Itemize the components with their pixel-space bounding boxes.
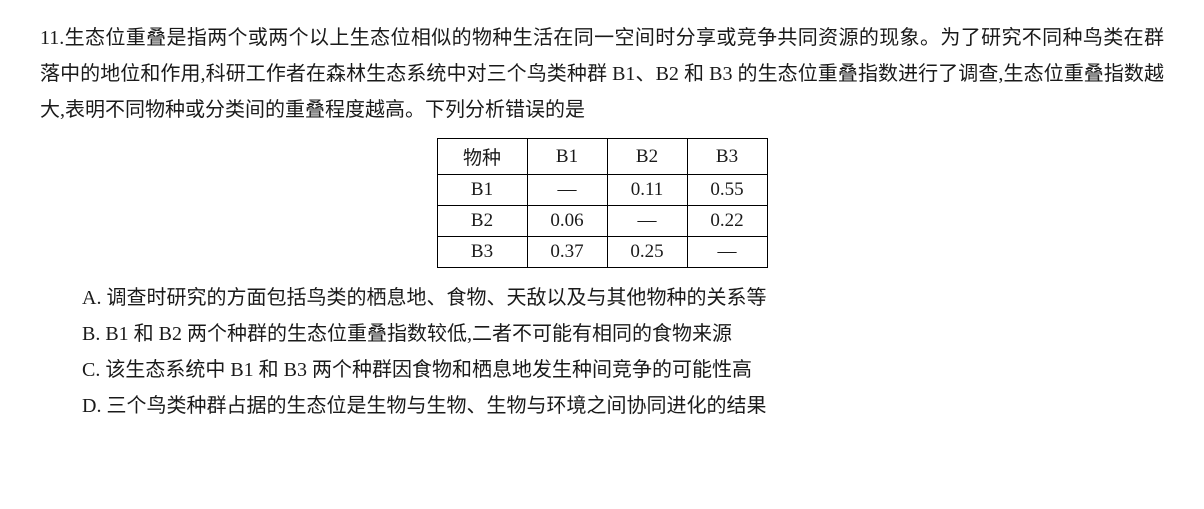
table-cell: 0.22 xyxy=(687,206,767,237)
table-cell: 0.11 xyxy=(607,175,687,206)
table-row: B3 0.37 0.25 — xyxy=(437,237,767,268)
table-header-b2: B2 xyxy=(607,139,687,175)
table-header-b3: B3 xyxy=(687,139,767,175)
question-stem-text: 生态位重叠是指两个或两个以上生态位相似的物种生活在同一空间时分享或竞争共同资源的… xyxy=(40,27,1164,121)
table-cell: — xyxy=(687,237,767,268)
table-cell: — xyxy=(527,175,607,206)
question-container: 11.生态位重叠是指两个或两个以上生态位相似的物种生活在同一空间时分享或竞争共同… xyxy=(40,20,1164,424)
table-cell: 0.06 xyxy=(527,206,607,237)
table-row: B1 — 0.11 0.55 xyxy=(437,175,767,206)
table-cell: 0.25 xyxy=(607,237,687,268)
table-cell-row2-label: B2 xyxy=(437,206,527,237)
option-d: D. 三个鸟类种群占据的生态位是生物与生物、生物与环境之间协同进化的结果 xyxy=(82,388,1164,424)
table-cell-row3-label: B3 xyxy=(437,237,527,268)
table-row: B2 0.06 — 0.22 xyxy=(437,206,767,237)
table-header-row: 物种 B1 B2 B3 xyxy=(437,139,767,175)
table-cell-row1-label: B1 xyxy=(437,175,527,206)
table-wrapper: 物种 B1 B2 B3 B1 — 0.11 0.55 B2 0.06 — 0.2… xyxy=(40,138,1164,268)
question-number: 11. xyxy=(40,27,64,49)
table-cell: 0.37 xyxy=(527,237,607,268)
table-cell: 0.55 xyxy=(687,175,767,206)
table-header-b1: B1 xyxy=(527,139,607,175)
options-container: A. 调查时研究的方面包括鸟类的栖息地、食物、天敌以及与其他物种的关系等 B. … xyxy=(40,280,1164,424)
question-stem: 11.生态位重叠是指两个或两个以上生态位相似的物种生活在同一空间时分享或竞争共同… xyxy=(40,20,1164,128)
table-header-species: 物种 xyxy=(437,139,527,175)
table-cell: — xyxy=(607,206,687,237)
option-a: A. 调查时研究的方面包括鸟类的栖息地、食物、天敌以及与其他物种的关系等 xyxy=(82,280,1164,316)
overlap-index-table: 物种 B1 B2 B3 B1 — 0.11 0.55 B2 0.06 — 0.2… xyxy=(437,138,768,268)
option-c: C. 该生态系统中 B1 和 B3 两个种群因食物和栖息地发生种间竞争的可能性高 xyxy=(82,352,1164,388)
option-b: B. B1 和 B2 两个种群的生态位重叠指数较低,二者不可能有相同的食物来源 xyxy=(82,316,1164,352)
